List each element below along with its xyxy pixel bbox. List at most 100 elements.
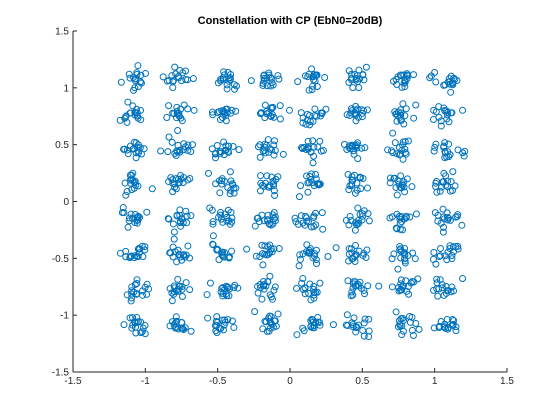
data-point [232,107,240,115]
data-point [439,228,447,236]
data-point [392,308,400,316]
data-point [212,149,220,157]
data-point [212,180,220,188]
data-point [432,260,440,268]
data-point [432,183,440,191]
data-point [266,112,274,120]
data-point [186,286,194,294]
data-point [448,109,456,117]
data-point [134,62,142,70]
data-point [243,245,251,253]
data-point [451,182,459,190]
data-point [342,216,350,224]
data-point [345,142,353,150]
data-point [208,145,216,153]
data-point [126,253,134,261]
data-point [131,177,139,185]
y-tick-label: 0 [63,197,69,208]
data-point [139,253,147,261]
data-point [279,150,287,158]
data-point [203,291,211,299]
data-point [322,105,330,113]
data-point [132,181,140,189]
data-point [342,321,350,329]
data-point [304,218,312,226]
data-point [352,324,360,332]
data-point [270,245,278,253]
data-point [164,215,172,223]
data-point [355,282,363,290]
data-point [173,258,181,266]
data-point [232,184,240,192]
data-point [363,106,371,114]
data-point [434,217,442,225]
data-point [204,314,212,322]
data-point [350,150,358,158]
data-point [427,72,435,80]
data-point [349,291,357,299]
x-ticks: -1.5 -1 -0.5 0 0.5 1 1.5 [64,368,514,387]
data-point [143,208,151,216]
data-point [388,283,396,291]
data-point [171,183,179,191]
data-point [316,181,324,189]
data-point [225,292,233,300]
data-point [393,110,401,118]
data-point [254,289,262,297]
data-point [316,137,324,145]
data-point [178,283,186,291]
data-point [119,204,127,212]
data-point [305,86,313,94]
data-point [265,71,273,79]
data-point [126,314,134,322]
data-point [401,251,409,259]
data-point [310,182,318,190]
data-point [258,181,266,189]
data-point [268,295,276,303]
data-point [446,216,454,224]
data-point [293,331,301,339]
data-point [170,235,178,243]
data-point [408,326,416,334]
data-point [403,70,411,78]
data-point [438,284,446,292]
data-point [310,252,318,260]
data-point [157,147,165,155]
data-point [303,241,311,249]
data-point [459,106,467,114]
data-point [393,150,401,158]
data-point [440,223,448,231]
data-point [310,152,318,160]
data-point [448,255,456,263]
data-point [446,187,454,195]
data-point [392,224,400,232]
data-point [170,228,178,236]
data-point [221,316,229,324]
data-point [252,252,260,260]
data-point [401,78,409,86]
data-point [310,143,318,151]
data-point [444,148,452,156]
data-point [307,322,315,330]
data-point [214,79,222,87]
data-point [361,144,369,152]
data-point [177,105,185,113]
data-point [260,281,268,289]
data-point [219,75,227,83]
data-point [307,223,315,231]
data-point [304,188,312,196]
data-point [190,106,198,114]
data-point [347,217,355,225]
data-point [390,250,398,258]
x-tick-label: 1.5 [500,376,514,387]
data-point [365,315,373,323]
data-point [324,253,332,261]
data-point [224,206,232,214]
data-point [137,318,145,326]
data-point [444,108,452,116]
data-point [137,329,145,337]
data-point [140,145,148,153]
data-point [309,137,317,145]
data-point [173,211,181,219]
data-point [344,277,352,285]
